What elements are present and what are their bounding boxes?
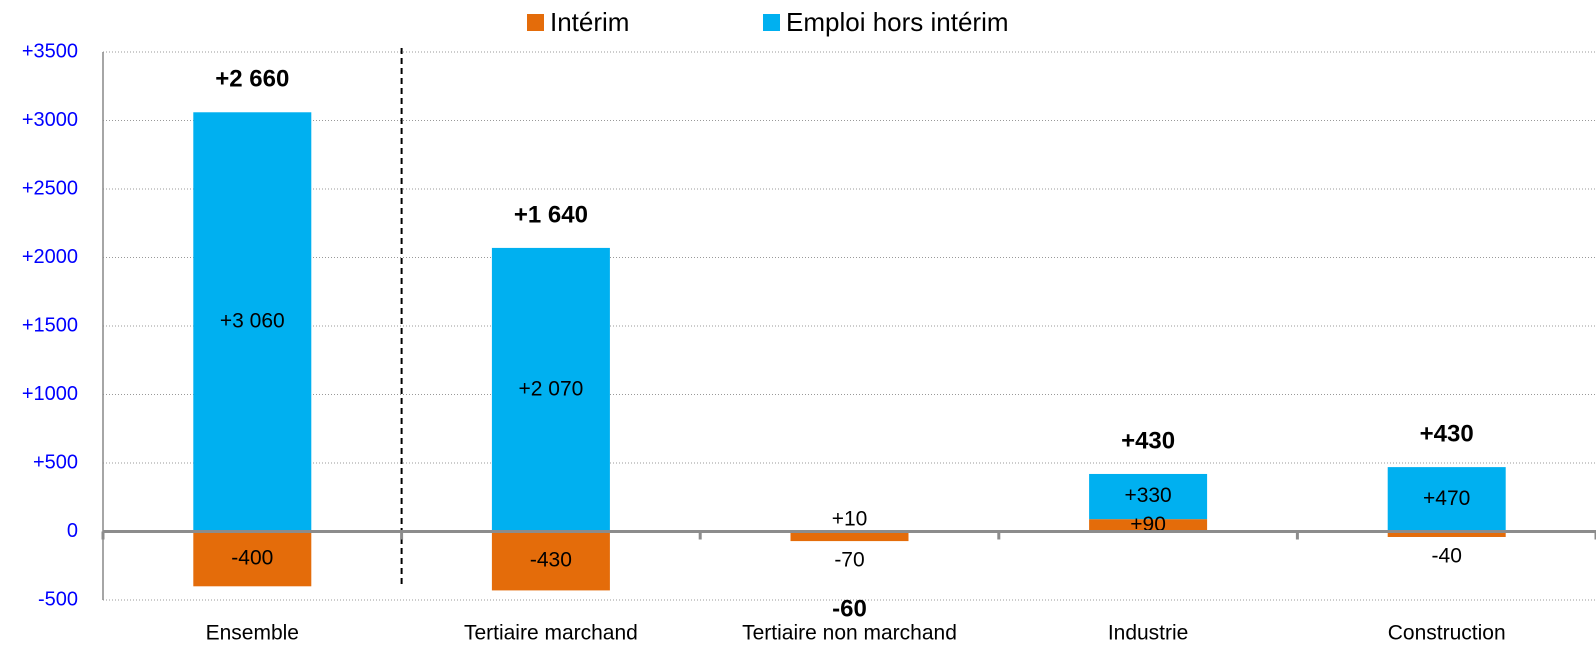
legend-swatch bbox=[527, 14, 544, 31]
total-label: +2 660 bbox=[215, 66, 289, 93]
y-tick-label: +500 bbox=[33, 451, 78, 473]
bar-segment bbox=[790, 531, 909, 542]
y-tick-label: -500 bbox=[38, 588, 78, 610]
value-label: -400 bbox=[231, 546, 273, 569]
value-label: -40 bbox=[1432, 545, 1462, 568]
total-label: +430 bbox=[1420, 420, 1474, 447]
total-label: -60 bbox=[832, 595, 867, 622]
x-tick-label: Tertiaire marchand bbox=[464, 622, 638, 645]
value-label: +10 bbox=[832, 508, 868, 531]
bar-segment bbox=[491, 531, 610, 591]
value-label: +3 060 bbox=[220, 309, 285, 332]
y-tick-label: +2000 bbox=[22, 246, 78, 268]
value-label: +2 070 bbox=[518, 377, 583, 400]
value-label: -430 bbox=[530, 549, 572, 572]
total-label: +1 640 bbox=[514, 201, 588, 228]
legend-label: Intérim bbox=[550, 7, 629, 37]
legend-label: Emploi hors intérim bbox=[786, 7, 1009, 37]
value-label: +470 bbox=[1423, 487, 1470, 510]
x-tick-label: Tertiaire non marchand bbox=[742, 622, 957, 645]
bar-segment bbox=[1387, 467, 1506, 532]
bar-segment bbox=[193, 112, 312, 532]
bar-segment bbox=[1089, 519, 1208, 532]
bar-segment bbox=[1387, 531, 1506, 537]
y-tick-label: +1000 bbox=[22, 383, 78, 405]
y-tick-label: 0 bbox=[67, 520, 78, 542]
x-tick-label: Industrie bbox=[1108, 622, 1189, 645]
y-tick-label: +3000 bbox=[22, 109, 78, 131]
bar-segment bbox=[193, 531, 312, 587]
x-tick-label: Ensemble bbox=[206, 622, 299, 645]
total-label: +430 bbox=[1121, 427, 1175, 454]
y-tick-label: +3500 bbox=[22, 40, 78, 62]
legend-swatch bbox=[763, 14, 780, 31]
value-label: +330 bbox=[1124, 484, 1171, 507]
bar-segment bbox=[491, 247, 610, 532]
value-label: -70 bbox=[834, 549, 864, 572]
y-tick-label: +1500 bbox=[22, 314, 78, 336]
x-tick-label: Construction bbox=[1388, 622, 1506, 645]
bar-segment bbox=[1089, 473, 1208, 520]
y-tick-label: +2500 bbox=[22, 177, 78, 199]
